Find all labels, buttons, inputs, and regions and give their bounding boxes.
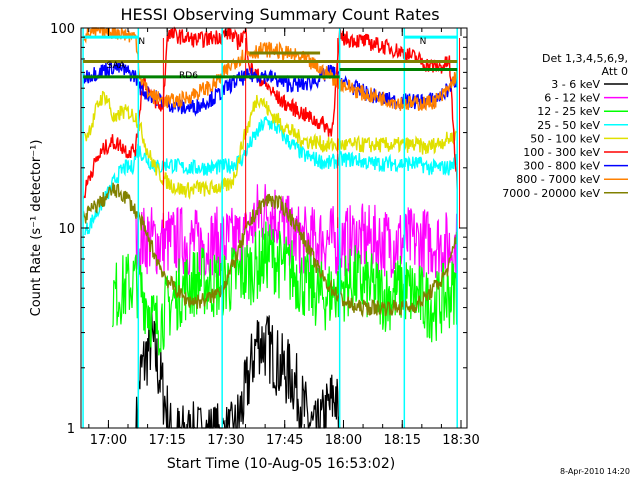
chart-title: HESSI Observing Summary Count Rates — [120, 5, 439, 24]
legend-header: Att 0 — [602, 65, 628, 78]
legend-entry-800-7000-kev: 800 - 7000 keV — [516, 173, 600, 186]
x-tick-label: 17:15 — [148, 433, 185, 448]
axis-layer: 17:00 17:15 17:30 17:45 18:00 18:15 18:30 1 10 10… — [50, 22, 480, 448]
x-axis-label: Start Time (10-Aug-05 16:53:02) — [167, 456, 395, 472]
y-tick-label: 100 — [50, 22, 75, 37]
saa-annotation: SAA — [107, 61, 126, 71]
legend-entry-100-300-kev: 100 - 300 keV — [523, 146, 600, 159]
series-800-7000-kev — [82, 27, 458, 112]
series-line — [135, 308, 341, 430]
series-line — [82, 27, 458, 112]
y-tick-label: 1 — [67, 422, 75, 437]
x-tick-label: 17:45 — [266, 433, 303, 448]
series-50-100-kev — [84, 90, 458, 200]
legend-entry-7000-20000-kev: 7000 - 20000 keV — [502, 187, 600, 200]
legend-entry-6-12-kev: 6 - 12 keV — [544, 92, 600, 105]
night-annotation: N — [138, 37, 145, 47]
series-line — [84, 116, 458, 236]
x-tick-label: 18:15 — [384, 433, 421, 448]
series-12-25-kev — [111, 221, 458, 356]
legend-entry-3-6-kev: 3 - 6 keV — [551, 78, 600, 91]
y-axis-label: Count Rate (s⁻¹ detector⁻¹) — [29, 140, 44, 317]
series-line — [84, 90, 458, 200]
series-25-50-kev — [84, 116, 458, 236]
x-tick-label: 18:30 — [442, 433, 479, 448]
series-line — [82, 182, 458, 318]
series-7000-20000-kev — [82, 182, 458, 318]
legend-entry-50-100-kev: 50 - 100 keV — [530, 132, 600, 145]
legend-entry-12-25-kev: 12 - 25 keV — [537, 105, 600, 118]
series-3-6-kev — [135, 308, 341, 430]
footer-timestamp: 8-Apr-2010 14:20 — [560, 467, 630, 476]
legend-entry-25-50-kev: 25 - 50 keV — [537, 119, 600, 132]
series-line — [111, 221, 458, 356]
night-annotation: N — [420, 37, 427, 47]
series-layer — [82, 26, 458, 430]
x-tick-label: 18:00 — [325, 433, 362, 448]
y-tick-label: 10 — [58, 222, 75, 237]
legend-header: Det 1,3,4,5,6,9, — [542, 52, 628, 65]
x-tick-label: 17:00 — [90, 433, 127, 448]
decimation-annotation: RD6 — [179, 71, 198, 81]
x-tick-label: 17:30 — [207, 433, 244, 448]
legend-entry-300-800-kev: 300 - 800 keV — [523, 160, 600, 173]
